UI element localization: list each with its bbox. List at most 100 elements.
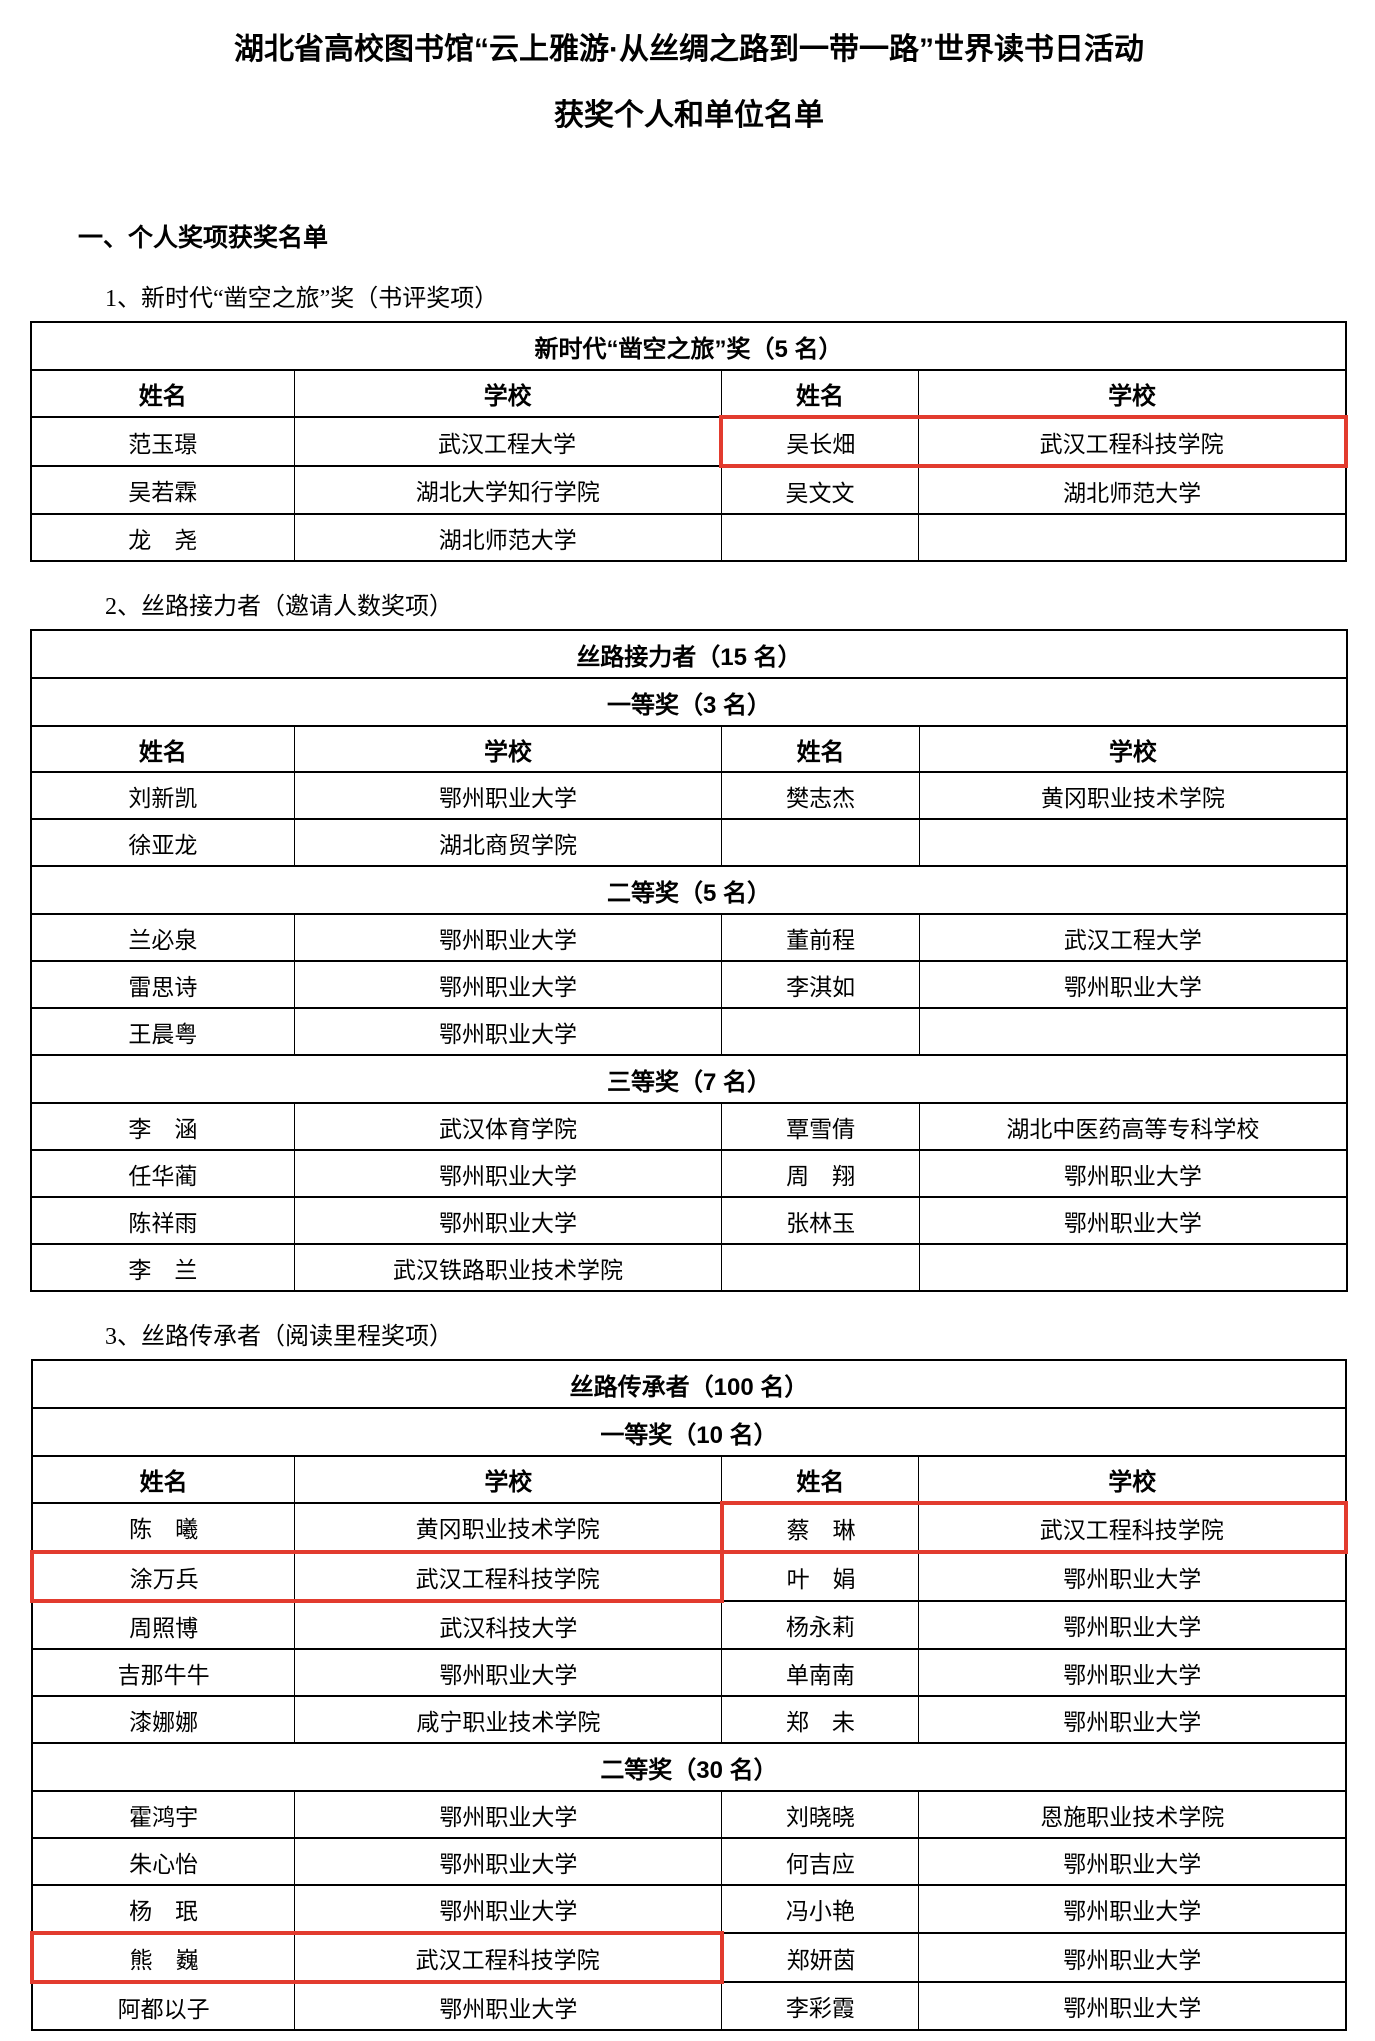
document-title-line1: 湖北省高校图书馆“云上雅游·从丝绸之路到一带一路”世界读书日活动 [234,33,1144,66]
award-band-cell: 一等奖（10 名） [31,1407,1347,1457]
award-band-cell: 二等奖（5 名） [30,865,1348,915]
name-cell: 龙 尧 [30,513,295,562]
award-table-new-era: 新时代“凿空之旅”奖（5 名） 姓名 学校 姓名 学校 范玉璟 武汉工程大学 吴长畑 武汉工程科… [30,321,1349,562]
name-cell: 吴文文 [720,465,920,515]
school-cell: 鄂州职业大学 [293,913,723,962]
table-row: 雷思诗 鄂州职业大学 李淇如 鄂州职业大学 [30,960,1348,1009]
school-cell: 鄂州职业大学 [918,1884,1347,1934]
school-cell: 湖北商贸学院 [293,818,723,867]
name-cell: 吴长畑 [719,415,920,468]
school-cell: 湖北师范大学 [293,513,722,562]
table-row: 朱心怡 鄂州职业大学 何吉应 鄂州职业大学 [31,1837,1347,1886]
name-cell [721,818,920,867]
name-cell [721,1007,920,1056]
award-band-row: 二等奖（30 名） [31,1742,1347,1792]
name-cell: 张林玉 [721,1196,920,1245]
name-cell: 杨 珉 [31,1884,296,1934]
school-cell: 鄂州职业大学 [918,1149,1348,1198]
column-header-cell: 姓名 [30,725,295,773]
school-cell [918,1007,1348,1056]
table-row: 陈 曦黄冈职业技术学院蔡 琳武汉工程科技学院 [31,1501,1349,1554]
school-cell: 鄂州职业大学 [918,1600,1347,1650]
name-cell: 陈 曦 [31,1502,296,1553]
column-header-cell: 姓名 [31,1455,296,1504]
school-cell: 鄂州职业大学 [294,1837,723,1886]
award-table-silk-road-relay: 丝路接力者（15 名） 一等奖（3 名） 姓名 学校 姓名 学校 刘新凯 鄂州职业大学 樊志杰黄… [30,629,1348,1292]
name-cell: 何吉应 [721,1837,920,1886]
school-cell [918,513,1347,562]
name-cell: 李淇如 [721,960,920,1009]
school-cell: 黄冈职业技术学院 [918,771,1348,820]
table-row: 龙 尧湖北师范大学 [30,513,1347,562]
table-1-caption: 1、新时代“凿空之旅”奖（书评奖项） [105,286,499,312]
table-row: 李 兰武汉铁路职业技术学院 [30,1243,1348,1292]
name-cell: 吉那牛牛 [31,1648,296,1697]
table-row: 吉那牛牛 鄂州职业大学 单南南 鄂州职业大学 [31,1648,1347,1697]
award-band-cell: 新时代“凿空之旅”奖（5 名） [30,321,1347,371]
column-header-cell: 姓名 [720,369,920,418]
award-band-cell: 二等奖（30 名） [31,1742,1347,1792]
name-cell: 兰必泉 [30,913,295,962]
school-cell: 武汉工程科技学院 [294,1550,724,1603]
school-cell: 鄂州职业大学 [918,1551,1347,1602]
name-cell: 陈祥雨 [30,1196,295,1245]
name-cell [721,1243,920,1292]
award-table-silk-road-inheritor: 丝路传承者（100 名） 一等奖（10 名） 姓名 学校 姓名 学校陈 曦黄冈职业技术学院… [30,1359,1349,2031]
school-cell: 武汉体育学院 [293,1102,723,1151]
table-3-caption: 3、丝路传承者（阅读里程奖项） [105,1324,453,1350]
school-cell: 鄂州职业大学 [918,1648,1347,1697]
column-header-cell: 姓名 [721,1455,920,1504]
table-row: 涂万兵 武汉工程科技学院叶 娟鄂州职业大学 [30,1550,1347,1603]
name-cell: 李彩霞 [721,1981,920,2031]
name-cell: 王晨粤 [30,1007,295,1056]
column-header-cell: 学校 [918,1455,1347,1504]
school-cell: 鄂州职业大学 [294,1981,723,2031]
table-row: 周照博 武汉科技大学 杨永莉 鄂州职业大学 [31,1600,1347,1650]
table-row: 陈祥雨 鄂州职业大学 张林玉 鄂州职业大学 [30,1196,1348,1245]
school-cell: 武汉工程科技学院 [918,1501,1349,1554]
document-title-line2: 获奖个人和单位名单 [554,99,824,132]
name-cell: 阿都以子 [31,1981,296,2031]
school-cell: 鄂州职业大学 [293,771,723,820]
award-band-row: 新时代“凿空之旅”奖（5 名） [30,321,1347,371]
column-header-cell: 姓名 [721,725,920,773]
school-cell: 武汉铁路职业技术学院 [293,1243,723,1292]
school-cell: 武汉工程大学 [918,913,1348,962]
column-header-row: 姓名 学校 姓名 学校 [30,369,1347,418]
school-cell: 鄂州职业大学 [293,1149,723,1198]
table-row: 李 涵武汉体育学院 覃雪倩 湖北中医药高等专科学校 [30,1102,1348,1151]
column-header-cell: 姓名 [30,369,295,418]
school-cell: 鄂州职业大学 [293,1196,723,1245]
name-cell: 霍鸿宇 [31,1790,296,1839]
table-row: 兰必泉 鄂州职业大学 董前程 武汉工程大学 [30,913,1348,962]
name-cell: 叶 娟 [721,1551,920,1602]
table-row: 范玉璟 武汉工程大学 吴长畑 武汉工程科技学院 [30,415,1349,468]
name-cell: 任华蔺 [30,1149,295,1198]
award-band-row: 三等奖（7 名） [30,1054,1348,1104]
name-cell: 覃雪倩 [721,1102,920,1151]
name-cell: 单南南 [721,1648,920,1697]
column-header-cell: 学校 [293,725,723,773]
school-cell: 鄂州职业大学 [918,1695,1347,1744]
column-header-cell: 学校 [293,369,722,418]
table-2-caption: 2、丝路接力者（邀请人数奖项） [105,594,453,620]
school-cell: 鄂州职业大学 [918,1837,1347,1886]
school-cell: 鄂州职业大学 [918,1196,1348,1245]
award-band-cell: 一等奖（3 名） [30,677,1348,727]
name-cell: 周 翔 [721,1149,920,1198]
award-band-row: 丝路接力者（15 名） [30,629,1348,679]
table-row: 徐亚龙 湖北商贸学院 [30,818,1348,867]
school-cell: 湖北大学知行学院 [293,465,722,515]
table-row: 漆娜娜 咸宁职业技术学院郑 未鄂州职业大学 [31,1695,1347,1744]
name-cell: 蔡 琳 [719,1501,920,1554]
name-cell: 董前程 [721,913,920,962]
table-row: 吴若霖 湖北大学知行学院 吴文文 湖北师范大学 [30,465,1347,515]
school-cell: 武汉科技大学 [294,1600,723,1650]
name-cell: 樊志杰 [721,771,920,820]
name-cell: 涂万兵 [30,1550,296,1603]
school-cell: 恩施职业技术学院 [918,1790,1347,1839]
school-cell: 鄂州职业大学 [294,1648,723,1697]
name-cell: 冯小艳 [721,1884,920,1934]
name-cell: 郑 未 [721,1695,920,1744]
